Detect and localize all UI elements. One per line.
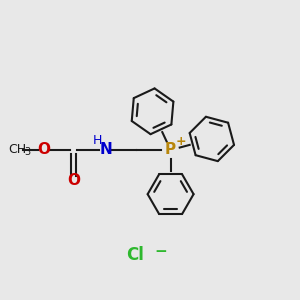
Text: P: P [165, 142, 176, 158]
Text: O: O [38, 142, 50, 158]
Text: O: O [67, 173, 80, 188]
Text: −: − [154, 244, 167, 259]
Text: H: H [92, 134, 102, 147]
Text: N: N [100, 142, 112, 158]
Text: 3: 3 [24, 147, 30, 157]
Text: Cl: Cl [126, 245, 144, 263]
Text: CH: CH [8, 143, 27, 157]
Text: +: + [176, 135, 186, 148]
